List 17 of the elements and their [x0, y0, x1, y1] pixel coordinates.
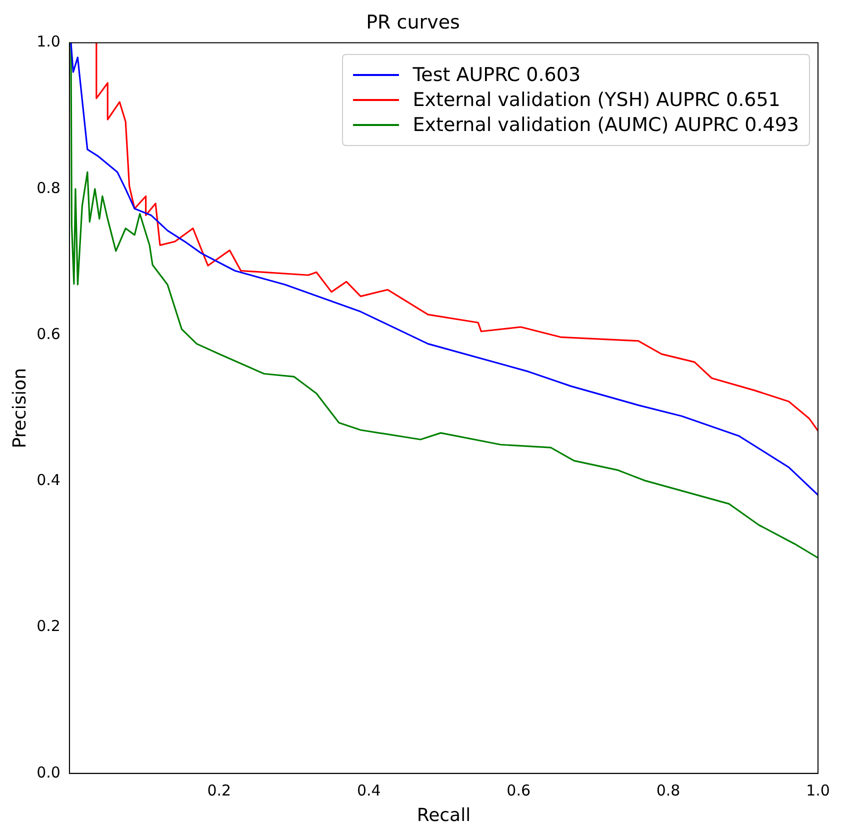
y-axis-title: Precision: [9, 368, 30, 448]
x-tick-label: 0.2: [207, 781, 232, 800]
legend-label: External validation (YSH) AUPRC 0.651: [412, 89, 780, 111]
x-axis-title: Recall: [416, 804, 471, 826]
x-tick-label: 0.8: [656, 781, 680, 800]
x-tick-label: 1.0: [806, 781, 830, 800]
y-tick-label: 0.2: [36, 617, 60, 636]
x-tick-label: 0.4: [356, 781, 381, 800]
y-tick-label: 0.8: [36, 178, 60, 197]
legend-label: Test AUPRC 0.603: [412, 64, 581, 86]
x-tick-label: 0.6: [506, 781, 531, 800]
legend-label: External validation (AUMC) AUPRC 0.493: [412, 114, 799, 136]
y-tick-label: 0.0: [36, 763, 60, 782]
chart-title: PR curves: [366, 11, 460, 34]
y-tick-label: 0.4: [36, 471, 60, 490]
y-tick-label: 0.6: [36, 324, 60, 343]
y-tick-label: 1.0: [36, 32, 60, 51]
